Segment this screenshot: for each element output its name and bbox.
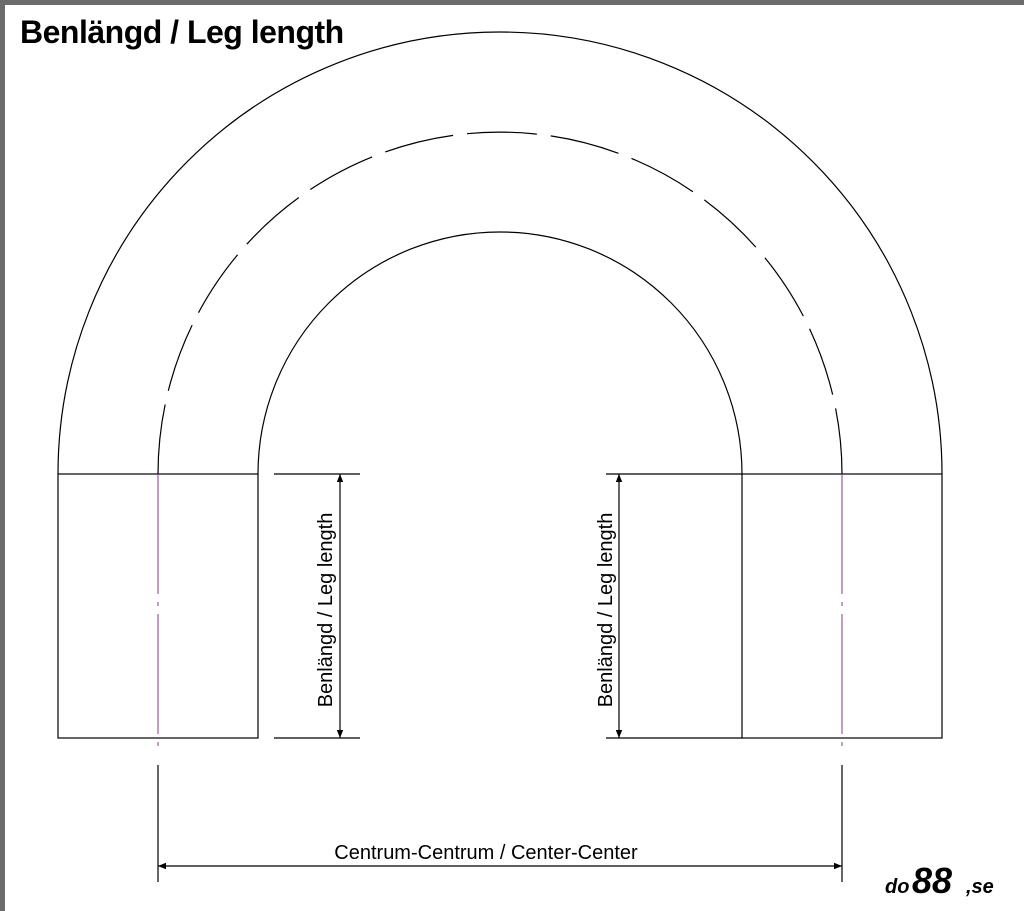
svg-text:88: 88	[912, 860, 952, 901]
centerline-arc	[157, 131, 843, 475]
left-leg-label: Benlängd / Leg length	[315, 513, 337, 708]
do88-logo: do 88 ,se	[885, 860, 994, 901]
inner-arc	[257, 231, 743, 475]
svg-text:do: do	[885, 876, 909, 898]
right-leg-label: Benlängd / Leg length	[595, 513, 617, 708]
svg-text:,se: ,se	[965, 876, 994, 898]
diagram-title: Benlängd / Leg length	[20, 14, 344, 50]
outer-arc	[57, 31, 943, 475]
center-center-label: Centrum-Centrum / Center-Center	[334, 842, 638, 864]
